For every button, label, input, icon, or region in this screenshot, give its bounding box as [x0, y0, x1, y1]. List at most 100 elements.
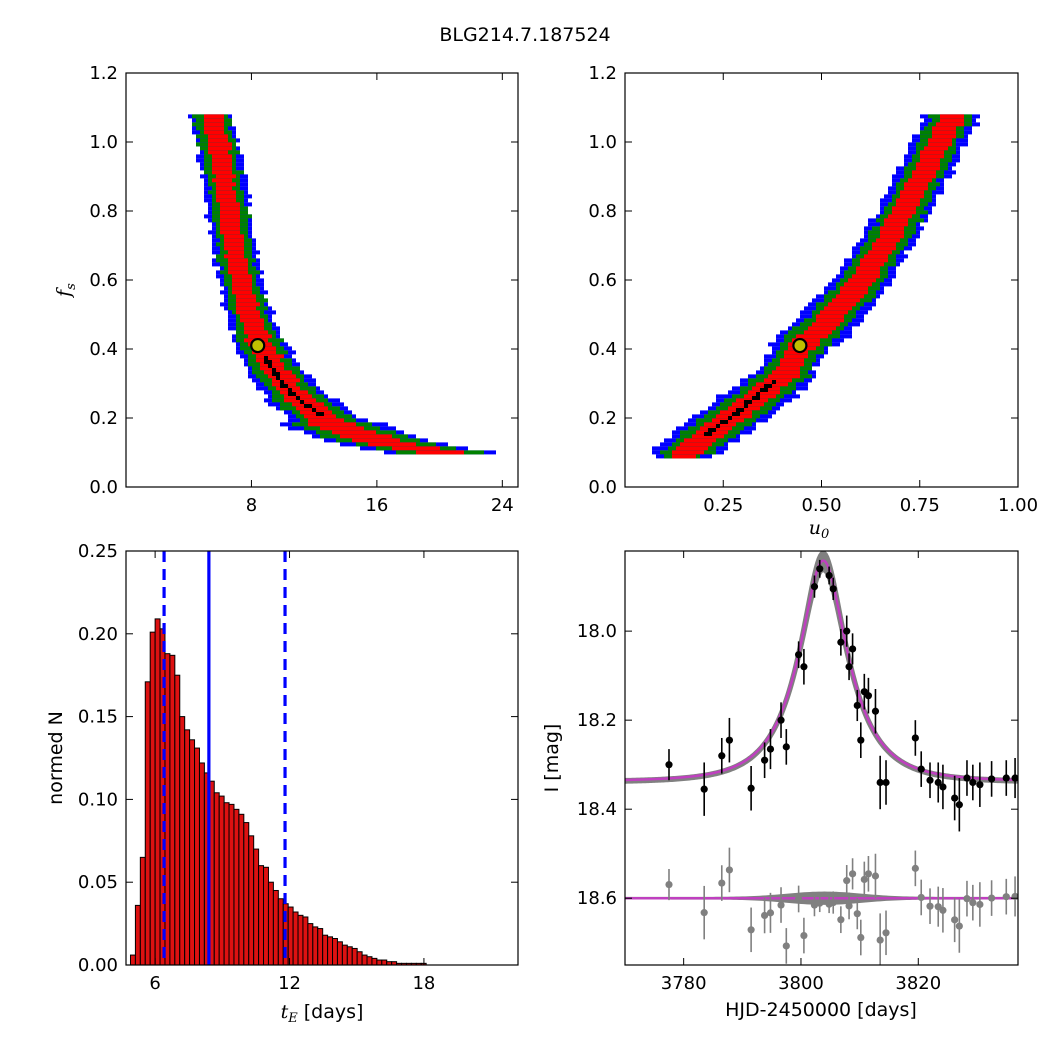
green-region	[904, 230, 908, 235]
green-region	[420, 442, 424, 447]
red-region	[836, 298, 840, 303]
red-region	[824, 314, 828, 319]
red-region	[236, 234, 240, 239]
blue-region	[736, 390, 740, 395]
blue-region	[920, 122, 924, 127]
red-region	[856, 286, 860, 291]
green-region	[412, 438, 416, 443]
blue-region	[292, 414, 296, 419]
red-region	[876, 274, 880, 279]
red-region	[232, 262, 236, 267]
red-region	[220, 154, 224, 159]
green-region	[328, 434, 332, 439]
green-region	[764, 366, 768, 371]
green-region	[244, 242, 248, 247]
green-region	[828, 290, 832, 295]
red-region	[900, 210, 904, 215]
green-region	[940, 162, 944, 167]
red-region	[948, 122, 952, 127]
red-region	[260, 334, 264, 339]
red-region	[856, 298, 860, 303]
blue-region	[812, 298, 816, 303]
green-region	[272, 398, 276, 403]
blue-region	[964, 134, 968, 139]
green-region	[304, 422, 308, 427]
green-region	[924, 142, 928, 147]
green-region	[216, 254, 220, 259]
blue-region	[876, 294, 880, 299]
green-region	[256, 286, 260, 291]
red-region	[432, 446, 436, 451]
green-region	[320, 394, 324, 399]
red-region	[416, 446, 420, 451]
green-region	[376, 430, 380, 435]
blue-region	[232, 134, 236, 139]
red-region	[960, 118, 964, 123]
blue-region	[932, 202, 936, 207]
red-region	[868, 266, 872, 271]
red-region	[224, 234, 228, 239]
green-region	[792, 382, 796, 387]
black-region	[288, 388, 292, 392]
red-region	[884, 222, 888, 227]
green-region	[844, 322, 848, 327]
red-region	[828, 322, 832, 327]
red-region	[368, 430, 372, 435]
green-region	[276, 342, 280, 347]
green-region	[844, 270, 848, 275]
red-region	[304, 406, 308, 411]
blue-region	[844, 326, 848, 331]
green-region	[852, 310, 856, 315]
red-region	[760, 382, 764, 387]
red-region	[228, 214, 232, 219]
green-region	[892, 198, 896, 203]
red-region	[908, 190, 912, 195]
green-region	[216, 222, 220, 227]
red-region	[940, 154, 944, 159]
blue-region	[204, 198, 208, 203]
green-region	[912, 166, 916, 171]
blue-region	[900, 166, 904, 171]
red-region	[844, 290, 848, 295]
green-region	[304, 426, 308, 431]
blue-region	[732, 386, 736, 391]
blue-region	[288, 418, 292, 423]
red-region	[288, 378, 292, 383]
green-region	[912, 154, 916, 159]
blue-region	[880, 290, 884, 295]
green-region	[776, 354, 780, 359]
blue-region	[844, 258, 848, 263]
red-region	[792, 362, 796, 367]
black-region	[268, 364, 272, 368]
red-region	[248, 298, 252, 303]
blue-region	[908, 150, 912, 155]
red-region	[348, 422, 352, 427]
green-region	[884, 266, 888, 271]
red-region	[444, 450, 448, 455]
blue-region	[780, 338, 784, 343]
red-region	[204, 118, 208, 123]
green-region	[208, 182, 212, 187]
green-region	[212, 206, 216, 211]
blue-region	[776, 346, 780, 351]
blue-region	[824, 346, 828, 351]
green-region	[876, 234, 880, 239]
blue-region	[716, 394, 720, 399]
blue-region	[232, 126, 236, 131]
green-region	[288, 402, 292, 407]
red-region	[236, 306, 240, 311]
red-region	[852, 298, 856, 303]
green-region	[364, 422, 368, 427]
blue-region	[884, 198, 888, 203]
green-region	[904, 174, 908, 179]
blue-region	[256, 266, 260, 271]
red-region	[224, 158, 228, 163]
green-region	[404, 438, 408, 443]
blue-region	[196, 130, 200, 135]
green-region	[276, 346, 280, 351]
green-region	[244, 222, 248, 227]
red-region	[864, 278, 868, 283]
green-region	[288, 358, 292, 363]
blue-region	[872, 218, 876, 223]
black-region	[300, 400, 304, 404]
